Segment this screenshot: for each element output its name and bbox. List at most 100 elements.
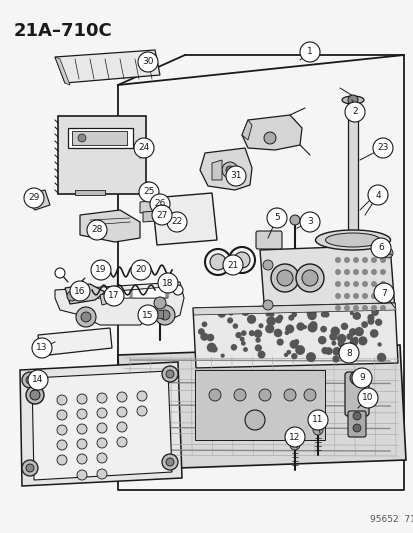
Circle shape: [131, 260, 151, 280]
Circle shape: [265, 312, 270, 317]
Circle shape: [137, 406, 147, 416]
Circle shape: [233, 389, 245, 401]
FancyBboxPatch shape: [255, 231, 281, 249]
Circle shape: [166, 458, 173, 466]
Text: 16: 16: [74, 287, 85, 295]
Circle shape: [154, 297, 166, 309]
Circle shape: [201, 321, 207, 327]
Polygon shape: [192, 303, 397, 368]
Circle shape: [166, 370, 173, 378]
Circle shape: [334, 293, 340, 299]
Circle shape: [246, 314, 256, 324]
Circle shape: [382, 248, 392, 258]
Circle shape: [289, 440, 299, 450]
Circle shape: [354, 327, 363, 336]
Circle shape: [361, 281, 367, 287]
Text: 8: 8: [345, 349, 351, 358]
Text: 22: 22: [171, 217, 182, 227]
Circle shape: [158, 273, 178, 293]
Circle shape: [342, 351, 349, 359]
Circle shape: [117, 437, 127, 447]
Circle shape: [291, 312, 296, 317]
Circle shape: [233, 252, 249, 268]
Text: 30: 30: [142, 58, 153, 67]
Polygon shape: [100, 290, 120, 305]
Circle shape: [26, 376, 34, 384]
FancyBboxPatch shape: [344, 372, 368, 416]
Bar: [68, 128, 133, 148]
Polygon shape: [192, 303, 395, 315]
Circle shape: [78, 134, 86, 142]
Circle shape: [276, 338, 283, 346]
Circle shape: [264, 324, 274, 333]
Circle shape: [353, 355, 357, 360]
Circle shape: [230, 344, 237, 351]
Text: 27: 27: [156, 211, 167, 220]
Bar: [145, 188, 151, 191]
Circle shape: [209, 254, 225, 270]
Circle shape: [357, 336, 367, 345]
Circle shape: [206, 334, 214, 341]
Text: 24: 24: [138, 143, 149, 152]
Circle shape: [370, 293, 376, 299]
Circle shape: [276, 270, 292, 286]
Polygon shape: [32, 371, 171, 480]
Polygon shape: [140, 199, 171, 213]
Circle shape: [352, 412, 360, 420]
Circle shape: [379, 293, 385, 299]
Circle shape: [320, 347, 328, 354]
Circle shape: [137, 391, 147, 401]
Circle shape: [317, 336, 326, 344]
Circle shape: [344, 351, 348, 355]
Circle shape: [138, 305, 158, 325]
Circle shape: [117, 422, 127, 432]
Circle shape: [296, 322, 304, 331]
Circle shape: [343, 281, 349, 287]
Circle shape: [367, 317, 373, 324]
Circle shape: [262, 300, 272, 310]
Circle shape: [287, 314, 294, 321]
Circle shape: [301, 270, 317, 286]
Circle shape: [332, 350, 337, 355]
Circle shape: [91, 260, 111, 280]
Circle shape: [334, 269, 340, 275]
Circle shape: [343, 305, 349, 311]
Circle shape: [379, 354, 385, 361]
Bar: [195, 370, 324, 440]
Circle shape: [305, 352, 315, 362]
Circle shape: [343, 293, 349, 299]
Circle shape: [220, 353, 224, 358]
Circle shape: [57, 410, 67, 420]
Circle shape: [152, 205, 171, 225]
Circle shape: [24, 188, 44, 208]
Circle shape: [283, 389, 295, 401]
Polygon shape: [211, 160, 221, 180]
Circle shape: [344, 102, 364, 122]
Circle shape: [370, 305, 376, 311]
Circle shape: [273, 329, 282, 337]
Circle shape: [97, 453, 107, 463]
Text: 19: 19: [95, 265, 107, 274]
Bar: [75, 190, 105, 195]
Circle shape: [70, 281, 90, 301]
Circle shape: [347, 95, 357, 105]
Circle shape: [360, 321, 367, 328]
Circle shape: [295, 264, 323, 292]
Circle shape: [289, 215, 299, 225]
Circle shape: [262, 260, 272, 270]
Circle shape: [240, 307, 249, 316]
Text: 6: 6: [377, 244, 383, 253]
Circle shape: [307, 410, 327, 430]
Text: 26: 26: [154, 199, 165, 208]
Circle shape: [87, 220, 107, 240]
Circle shape: [200, 333, 208, 341]
Circle shape: [369, 329, 377, 338]
Circle shape: [303, 389, 315, 401]
Circle shape: [161, 454, 178, 470]
Circle shape: [257, 351, 265, 359]
Circle shape: [268, 311, 274, 317]
Text: 18: 18: [162, 279, 173, 287]
Polygon shape: [55, 282, 183, 325]
Circle shape: [361, 269, 367, 275]
Circle shape: [225, 166, 245, 186]
